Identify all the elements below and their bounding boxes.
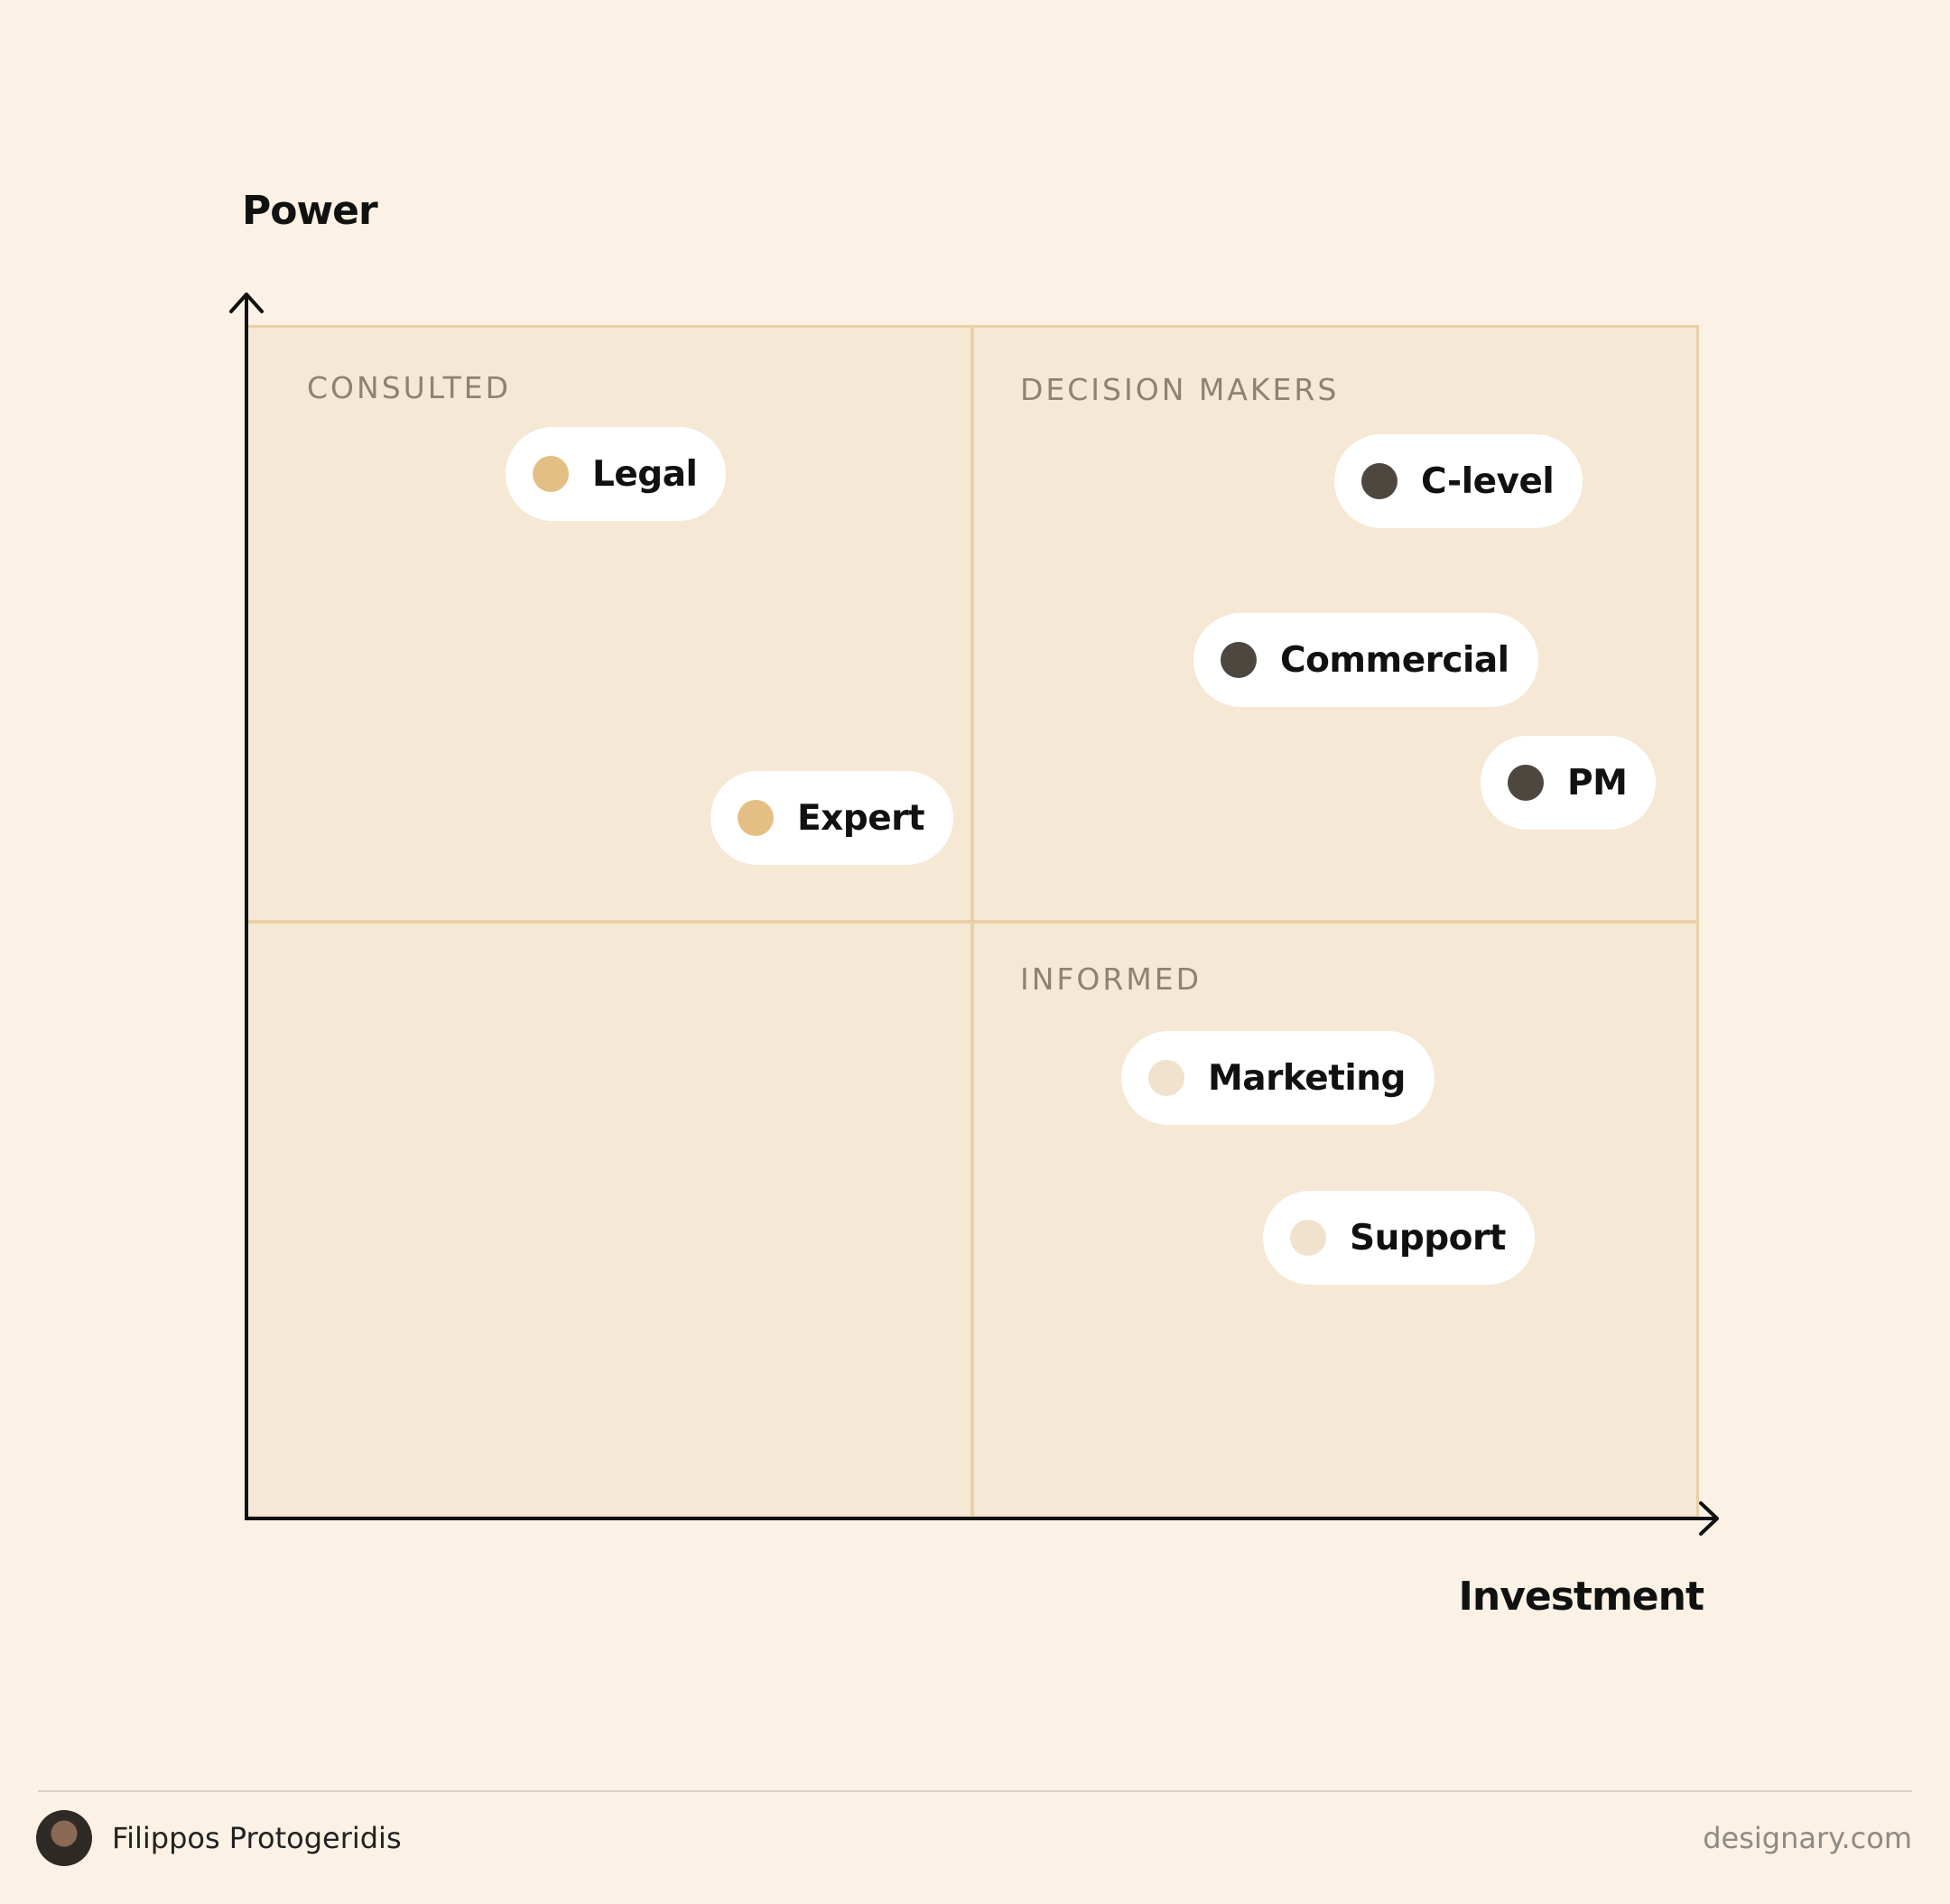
x-axis-title: Investment xyxy=(1458,1574,1704,1620)
dot-icon xyxy=(738,800,774,836)
stakeholder-label: Legal xyxy=(592,453,698,495)
quadrant-label-informed: INFORMED xyxy=(1020,961,1202,997)
stakeholder-label: Support xyxy=(1350,1217,1506,1258)
stakeholder-pill-commercial[interactable]: Commercial xyxy=(1193,613,1538,707)
x-axis-arrow-icon xyxy=(1699,1501,1719,1536)
stakeholder-pill-legal[interactable]: Legal xyxy=(506,427,727,521)
stakeholder-label: Marketing xyxy=(1208,1057,1406,1099)
dot-icon xyxy=(1221,642,1257,678)
stakeholder-label: PM xyxy=(1567,762,1628,803)
dot-icon xyxy=(1361,463,1398,499)
quadrant-bottom-left xyxy=(246,921,973,1519)
site-link[interactable]: designary.com xyxy=(1703,1821,1912,1855)
stakeholder-pill-marketing[interactable]: Marketing xyxy=(1121,1031,1435,1125)
stakeholder-pill-pm[interactable]: PM xyxy=(1481,736,1657,830)
y-axis-arrow-icon xyxy=(229,293,264,313)
author-name: Filippos Protogeridis xyxy=(112,1821,402,1855)
y-axis-title: Power xyxy=(242,188,378,234)
stakeholder-label: Commercial xyxy=(1280,639,1509,681)
dot-icon xyxy=(1148,1060,1184,1096)
stakeholder-label: Expert xyxy=(797,797,925,839)
quadrant-label-decision-makers: DECISION MAKERS xyxy=(1020,372,1340,407)
footer-divider xyxy=(38,1790,1912,1792)
dot-icon xyxy=(1290,1220,1326,1256)
stakeholder-pill-support[interactable]: Support xyxy=(1263,1191,1535,1285)
stakeholder-pill-c-level[interactable]: C-level xyxy=(1334,434,1583,528)
dot-icon xyxy=(1508,765,1544,801)
stakeholder-pill-expert[interactable]: Expert xyxy=(710,771,954,865)
dot-icon xyxy=(533,456,569,492)
quadrant-label-consulted: CONSULTED xyxy=(307,370,512,405)
avatar xyxy=(36,1810,92,1866)
stakeholder-label: C-level xyxy=(1421,460,1555,502)
